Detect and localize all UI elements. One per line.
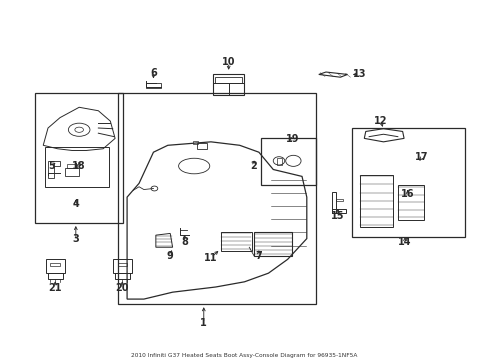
Bar (331, 209, 345, 213)
Bar (47, 273, 63, 279)
Text: 11: 11 (204, 253, 217, 262)
Bar (196, 143, 207, 149)
Text: 2: 2 (250, 161, 257, 171)
Text: 5: 5 (48, 161, 55, 171)
Bar (64, 168, 79, 176)
Bar (67, 164, 77, 168)
Bar (215, 77, 242, 83)
Bar (212, 75, 244, 95)
Bar (220, 232, 251, 251)
Text: 10: 10 (222, 57, 235, 67)
Text: 17: 17 (414, 152, 427, 162)
Text: 3: 3 (72, 234, 79, 244)
Bar (254, 232, 292, 256)
Text: 21: 21 (48, 283, 62, 293)
Text: 2010 Infiniti G37 Heated Seats Boot Assy-Console Diagram for 96935-1NF5A: 2010 Infiniti G37 Heated Seats Boot Assy… (131, 353, 357, 358)
Text: 1: 1 (200, 318, 207, 328)
Bar (261, 138, 316, 185)
Bar (35, 94, 123, 223)
Text: 9: 9 (166, 251, 173, 261)
Text: 14: 14 (397, 237, 411, 247)
Text: 12: 12 (373, 116, 387, 126)
Text: 13: 13 (352, 69, 366, 80)
Bar (331, 192, 335, 213)
Bar (50, 263, 60, 266)
Bar (351, 128, 464, 237)
Text: 15: 15 (330, 211, 344, 221)
Bar (45, 259, 64, 273)
Text: 8: 8 (181, 237, 188, 247)
Bar (277, 158, 281, 165)
Bar (397, 185, 423, 220)
Bar (112, 259, 132, 273)
Bar (117, 263, 127, 266)
Bar (335, 199, 343, 201)
Text: 20: 20 (115, 283, 129, 293)
Bar (114, 273, 130, 279)
Bar (146, 83, 160, 88)
Text: 7: 7 (255, 251, 262, 261)
Text: 16: 16 (400, 189, 413, 199)
Text: 6: 6 (150, 68, 157, 78)
Text: 19: 19 (285, 134, 299, 144)
Bar (117, 94, 316, 304)
Bar (359, 175, 392, 226)
Text: 18: 18 (72, 161, 86, 171)
Text: 4: 4 (72, 199, 79, 209)
Bar (192, 141, 197, 144)
Bar (44, 147, 109, 187)
